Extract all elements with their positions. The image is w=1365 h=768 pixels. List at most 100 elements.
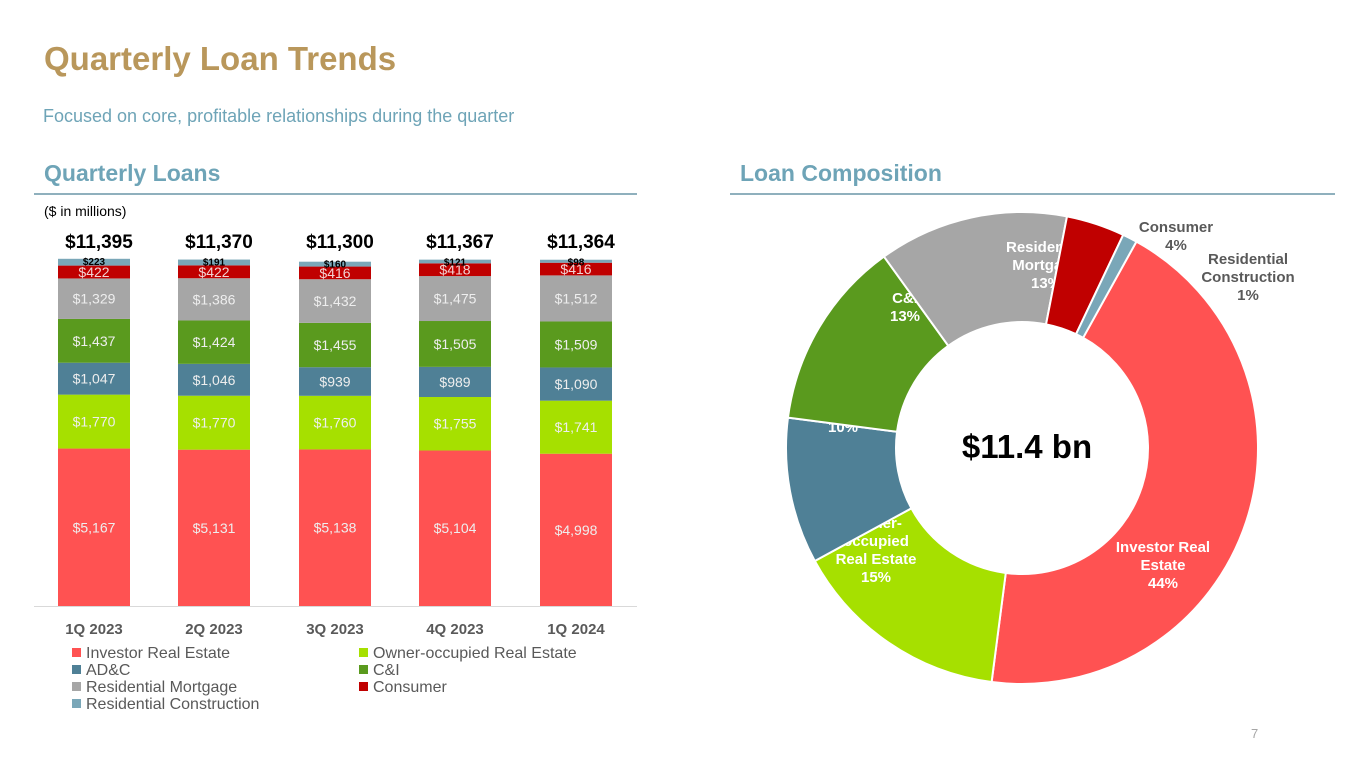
data-label-owner-occupied-real-estate: $1,760: [314, 415, 357, 431]
slice-label-residential-construction: Residential Construction 1%: [1201, 251, 1294, 304]
bar-segment-consumer: [178, 265, 250, 279]
slice-label-consumer: Consumer 4%: [1139, 219, 1213, 254]
legend-item-consumer: Consumer: [359, 679, 447, 697]
legend-item-residential-construction: Residential Construction: [72, 696, 259, 714]
loan-composition-heading: Loan Composition: [740, 160, 942, 186]
data-label-residential-mortgage: $1,386: [193, 291, 236, 307]
slice-label-investor-real-estate: Investor Real Estate 44%: [1116, 539, 1210, 592]
legend-swatch: [72, 699, 81, 708]
data-label-c-i: $1,509: [555, 336, 598, 352]
data-label-c-i: $1,505: [434, 336, 477, 352]
bar-segment-ad-c: [299, 367, 371, 396]
data-label-consumer: $418: [439, 262, 470, 278]
data-label-residential-construction: $121: [444, 258, 467, 269]
bar-segment-residential-mortgage: [299, 279, 371, 323]
x-tick-label: 2Q 2023: [185, 621, 243, 638]
bar-segment-owner-occupied-real-estate: [58, 394, 130, 449]
data-label-owner-occupied-real-estate: $1,741: [555, 419, 598, 435]
data-label-c-i: $1,437: [73, 333, 116, 349]
bar-segment-residential-mortgage: [419, 276, 491, 322]
legend-item-investor-real-estate: Investor Real Estate: [72, 645, 230, 663]
data-label-ad-c: $1,046: [193, 372, 236, 388]
bar-total-label: $11,367: [426, 232, 494, 253]
bar-segment-c-i: [540, 321, 612, 368]
bar-total-label: $11,395: [65, 232, 133, 253]
legend-swatch: [72, 682, 81, 691]
page-subtitle: Focused on core, profitable relationship…: [43, 106, 515, 126]
data-label-consumer: $416: [560, 261, 591, 277]
bar-segment-investor-real-estate: [58, 448, 130, 606]
bar-segment-investor-real-estate: [419, 450, 491, 606]
donut-center-label: $11.4 bn: [962, 428, 1092, 465]
data-label-investor-real-estate: $5,138: [314, 520, 357, 536]
donut-slice-investor-real-estate: [990, 240, 1259, 685]
donut-slice-residential-construction: [1074, 233, 1138, 340]
donut-slice-owner-occupied-real-estate: [813, 506, 1007, 684]
legend-label: Residential Mortgage: [86, 679, 238, 696]
bar-segment-consumer: [540, 262, 612, 276]
bar-segment-residential-mortgage: [58, 278, 130, 319]
x-tick-label: 4Q 2023: [426, 621, 484, 638]
data-label-investor-real-estate: $5,167: [73, 519, 116, 535]
data-label-residential-mortgage: $1,432: [314, 293, 357, 309]
legend-label: Investor Real Estate: [86, 645, 231, 662]
data-label-investor-real-estate: $4,998: [555, 522, 598, 538]
x-tick-label: 1Q 2024: [547, 621, 605, 638]
legend-label: AD&C: [86, 662, 131, 679]
bar-segment-residential-construction: [178, 259, 250, 266]
data-label-consumer: $416: [319, 265, 350, 281]
x-tick-label: 3Q 2023: [306, 621, 364, 638]
units-note: ($ in millions): [44, 203, 127, 219]
data-label-owner-occupied-real-estate: $1,770: [193, 415, 236, 431]
legend-swatch: [72, 665, 81, 674]
bar-segment-residential-construction: [540, 259, 612, 263]
data-label-owner-occupied-real-estate: $1,755: [434, 416, 477, 432]
data-label-residential-construction: $160: [324, 260, 347, 271]
bar-segment-c-i: [58, 318, 130, 363]
right-divider: [730, 193, 1335, 195]
legend-item-ad-c: AD&C: [72, 662, 130, 680]
bar-segment-residential-construction: [419, 259, 491, 264]
data-label-owner-occupied-real-estate: $1,770: [73, 414, 116, 430]
legend-item-c-i: C&I: [359, 662, 400, 680]
legend-item-residential-mortgage: Residential Mortgage: [72, 679, 237, 697]
x-tick-label: 1Q 2023: [65, 621, 123, 638]
bar-segment-residential-mortgage: [540, 275, 612, 322]
bar-segment-residential-construction: [58, 258, 130, 266]
bar-segment-c-i: [419, 321, 491, 367]
data-label-ad-c: $1,090: [555, 376, 598, 392]
bar-segment-investor-real-estate: [178, 449, 250, 606]
bar-segment-ad-c: [58, 362, 130, 395]
data-label-consumer: $422: [198, 264, 229, 280]
bar-segment-consumer: [419, 263, 491, 277]
data-label-consumer: $422: [78, 264, 109, 280]
data-label-investor-real-estate: $5,131: [193, 520, 236, 536]
bar-segment-owner-occupied-real-estate: [178, 395, 250, 450]
legend-swatch: [72, 648, 81, 657]
data-label-ad-c: $989: [439, 374, 470, 390]
page-number: 7: [1251, 726, 1259, 741]
bar-segment-ad-c: [540, 367, 612, 401]
legend-label: Consumer: [373, 679, 447, 696]
page-title: Quarterly Loan Trends: [44, 40, 397, 77]
legend-swatch: [359, 648, 368, 657]
data-label-ad-c: $939: [319, 374, 350, 390]
legend-label: Residential Construction: [86, 696, 260, 713]
legend-swatch: [359, 682, 368, 691]
legend-item-owner-occupied-real-estate: Owner-occupied Real Estate: [359, 645, 577, 663]
bar-total-label: $11,370: [185, 232, 253, 253]
bar-segment-consumer: [299, 266, 371, 280]
bar-segment-owner-occupied-real-estate: [540, 400, 612, 454]
bar-segment-ad-c: [178, 363, 250, 396]
bar-segment-investor-real-estate: [540, 453, 612, 606]
bar-segment-owner-occupied-real-estate: [299, 395, 371, 450]
data-label-ad-c: $1,047: [73, 371, 116, 387]
data-label-residential-construction: $98: [568, 258, 585, 269]
data-label-residential-construction: $223: [83, 257, 106, 268]
bar-segment-investor-real-estate: [299, 449, 371, 606]
left-divider: [34, 193, 637, 195]
bar-segment-c-i: [178, 320, 250, 364]
data-label-c-i: $1,455: [314, 337, 357, 353]
